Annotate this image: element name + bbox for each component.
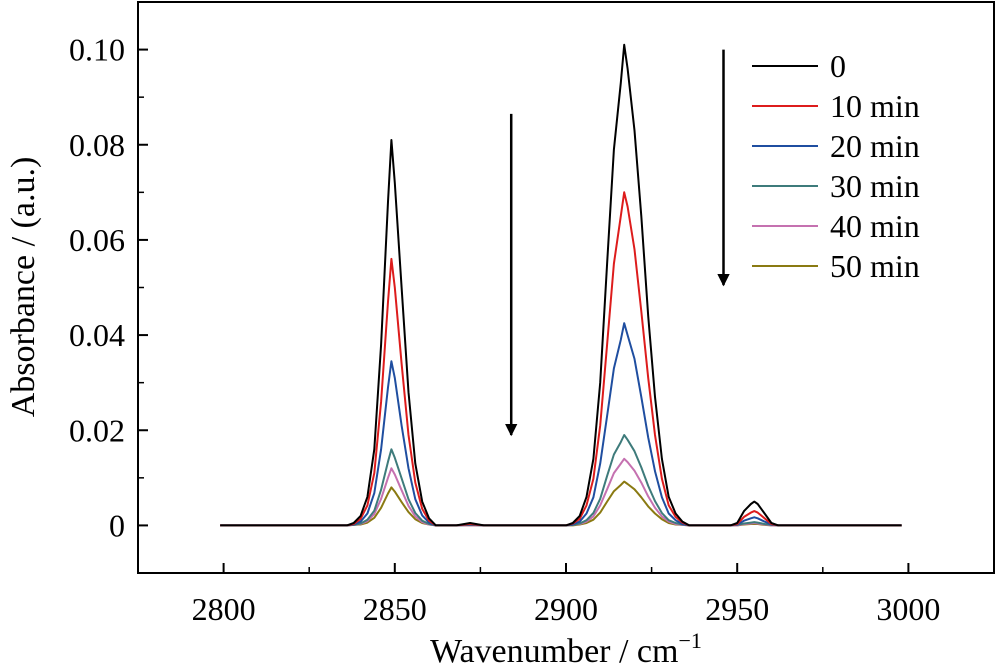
series-line-30-min	[220, 434, 902, 527]
x-tick-label: 3000	[876, 591, 940, 627]
legend-label: 20 min	[830, 128, 920, 164]
x-tick-label: 2850	[363, 591, 427, 627]
axis-ticks	[137, 1, 995, 574]
y-tick-label: 0.06	[69, 222, 125, 258]
spectra-series	[220, 43, 902, 527]
series-line-10-min	[220, 191, 902, 527]
x-tick-label: 2800	[192, 591, 256, 627]
series-line-40-min	[220, 457, 902, 527]
legend-label: 50 min	[830, 248, 920, 284]
trend-arrows	[504, 49, 730, 437]
y-tick-label: 0.10	[69, 32, 125, 68]
legend-label: 10 min	[830, 88, 920, 124]
x-axis-title: Wavenumber / cm−1	[430, 628, 702, 664]
x-axis-title-superscript: −1	[678, 628, 701, 653]
legend-label: 40 min	[830, 208, 920, 244]
series-line-50-min	[220, 480, 902, 527]
x-tick-label: 2900	[534, 591, 598, 627]
x-tick-label: 2950	[705, 591, 769, 627]
y-tick-label: 0.08	[69, 127, 125, 163]
legend-label: 0	[830, 48, 846, 84]
axis-tick-labels: 2800 2850 2900 2950 3000 0 0.02 0.04 0.06 0.08 0.1…	[69, 32, 940, 627]
legend: 0 10 min 20 min 30 min 40 min 50 min	[752, 48, 920, 284]
series-line-0	[220, 43, 902, 527]
series-line-20-min	[220, 322, 902, 527]
y-tick-label: 0	[109, 507, 125, 543]
y-tick-label: 0.02	[69, 412, 125, 448]
legend-label: 30 min	[830, 168, 920, 204]
y-tick-label: 0.04	[69, 317, 125, 353]
y-axis-title: Absorbance / (a.u.)	[5, 157, 42, 418]
